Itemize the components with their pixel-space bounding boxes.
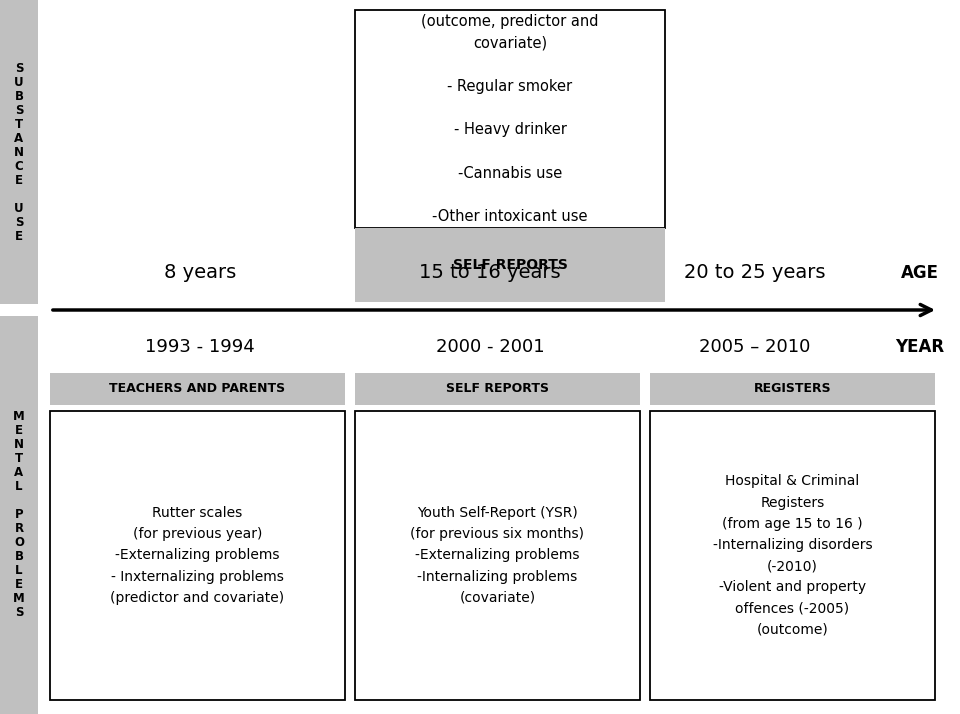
Text: Youth Self-Report (YSR)
(for previous six months)
-Externalizing problems
-Inter: Youth Self-Report (YSR) (for previous si… bbox=[411, 506, 585, 605]
Text: SELF REPORTS: SELF REPORTS bbox=[446, 383, 549, 396]
Bar bbox=[355, 373, 640, 405]
Bar bbox=[0, 0, 38, 304]
Text: S
U
B
S
T
A
N
C
E
 
U
S
E: S U B S T A N C E U S E bbox=[14, 61, 24, 243]
Bar bbox=[650, 411, 935, 700]
Text: REGISTERS: REGISTERS bbox=[754, 383, 831, 396]
Text: 1993 - 1994: 1993 - 1994 bbox=[145, 338, 254, 356]
Text: SELF REPORTS: SELF REPORTS bbox=[452, 258, 567, 272]
Text: (outcome, predictor and
covariate)

- Regular smoker

- Heavy drinker

-Cannabis: (outcome, predictor and covariate) - Reg… bbox=[421, 14, 599, 223]
Text: YEAR: YEAR bbox=[896, 338, 945, 356]
Text: 15 to 16 years: 15 to 16 years bbox=[420, 263, 561, 282]
Bar bbox=[650, 373, 935, 405]
Text: AGE: AGE bbox=[901, 264, 939, 282]
Bar bbox=[0, 316, 38, 714]
Text: 2005 – 2010: 2005 – 2010 bbox=[699, 338, 810, 356]
Bar bbox=[50, 373, 345, 405]
Text: 20 to 25 years: 20 to 25 years bbox=[684, 263, 826, 282]
Text: Hospital & Criminal
Registers
(from age 15 to 16 )
-Internalizing disorders
(-20: Hospital & Criminal Registers (from age … bbox=[712, 475, 873, 636]
Text: TEACHERS AND PARENTS: TEACHERS AND PARENTS bbox=[109, 383, 285, 396]
Bar bbox=[355, 10, 665, 228]
Bar bbox=[50, 411, 345, 700]
Text: 2000 - 2001: 2000 - 2001 bbox=[436, 338, 544, 356]
Bar bbox=[355, 411, 640, 700]
Bar bbox=[355, 228, 665, 302]
Text: M
E
N
T
A
L
 
P
R
O
B
L
E
M
S: M E N T A L P R O B L E M S bbox=[13, 411, 25, 620]
Text: Rutter scales
(for previous year)
-Externalizing problems
- Inxternalizing probl: Rutter scales (for previous year) -Exter… bbox=[110, 506, 284, 605]
Text: 8 years: 8 years bbox=[164, 263, 236, 282]
